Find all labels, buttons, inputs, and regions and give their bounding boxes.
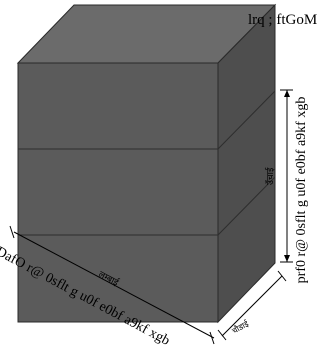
layer-divider-1-side bbox=[217, 90, 276, 150]
height-label: prf0 r@ 0sflt g u0f e0bf a9kf xgb bbox=[294, 97, 309, 284]
height-dimension bbox=[280, 89, 293, 263]
height-caption: उँचाई bbox=[264, 167, 276, 185]
corner-label: lrq ; ftGoM bbox=[248, 12, 317, 28]
width-caption: चौडाई bbox=[230, 318, 251, 336]
stack-front-face bbox=[17, 62, 219, 323]
layer-divider-2-side bbox=[217, 176, 276, 236]
length-dimension bbox=[9, 225, 215, 345]
width-dimension bbox=[217, 270, 287, 341]
